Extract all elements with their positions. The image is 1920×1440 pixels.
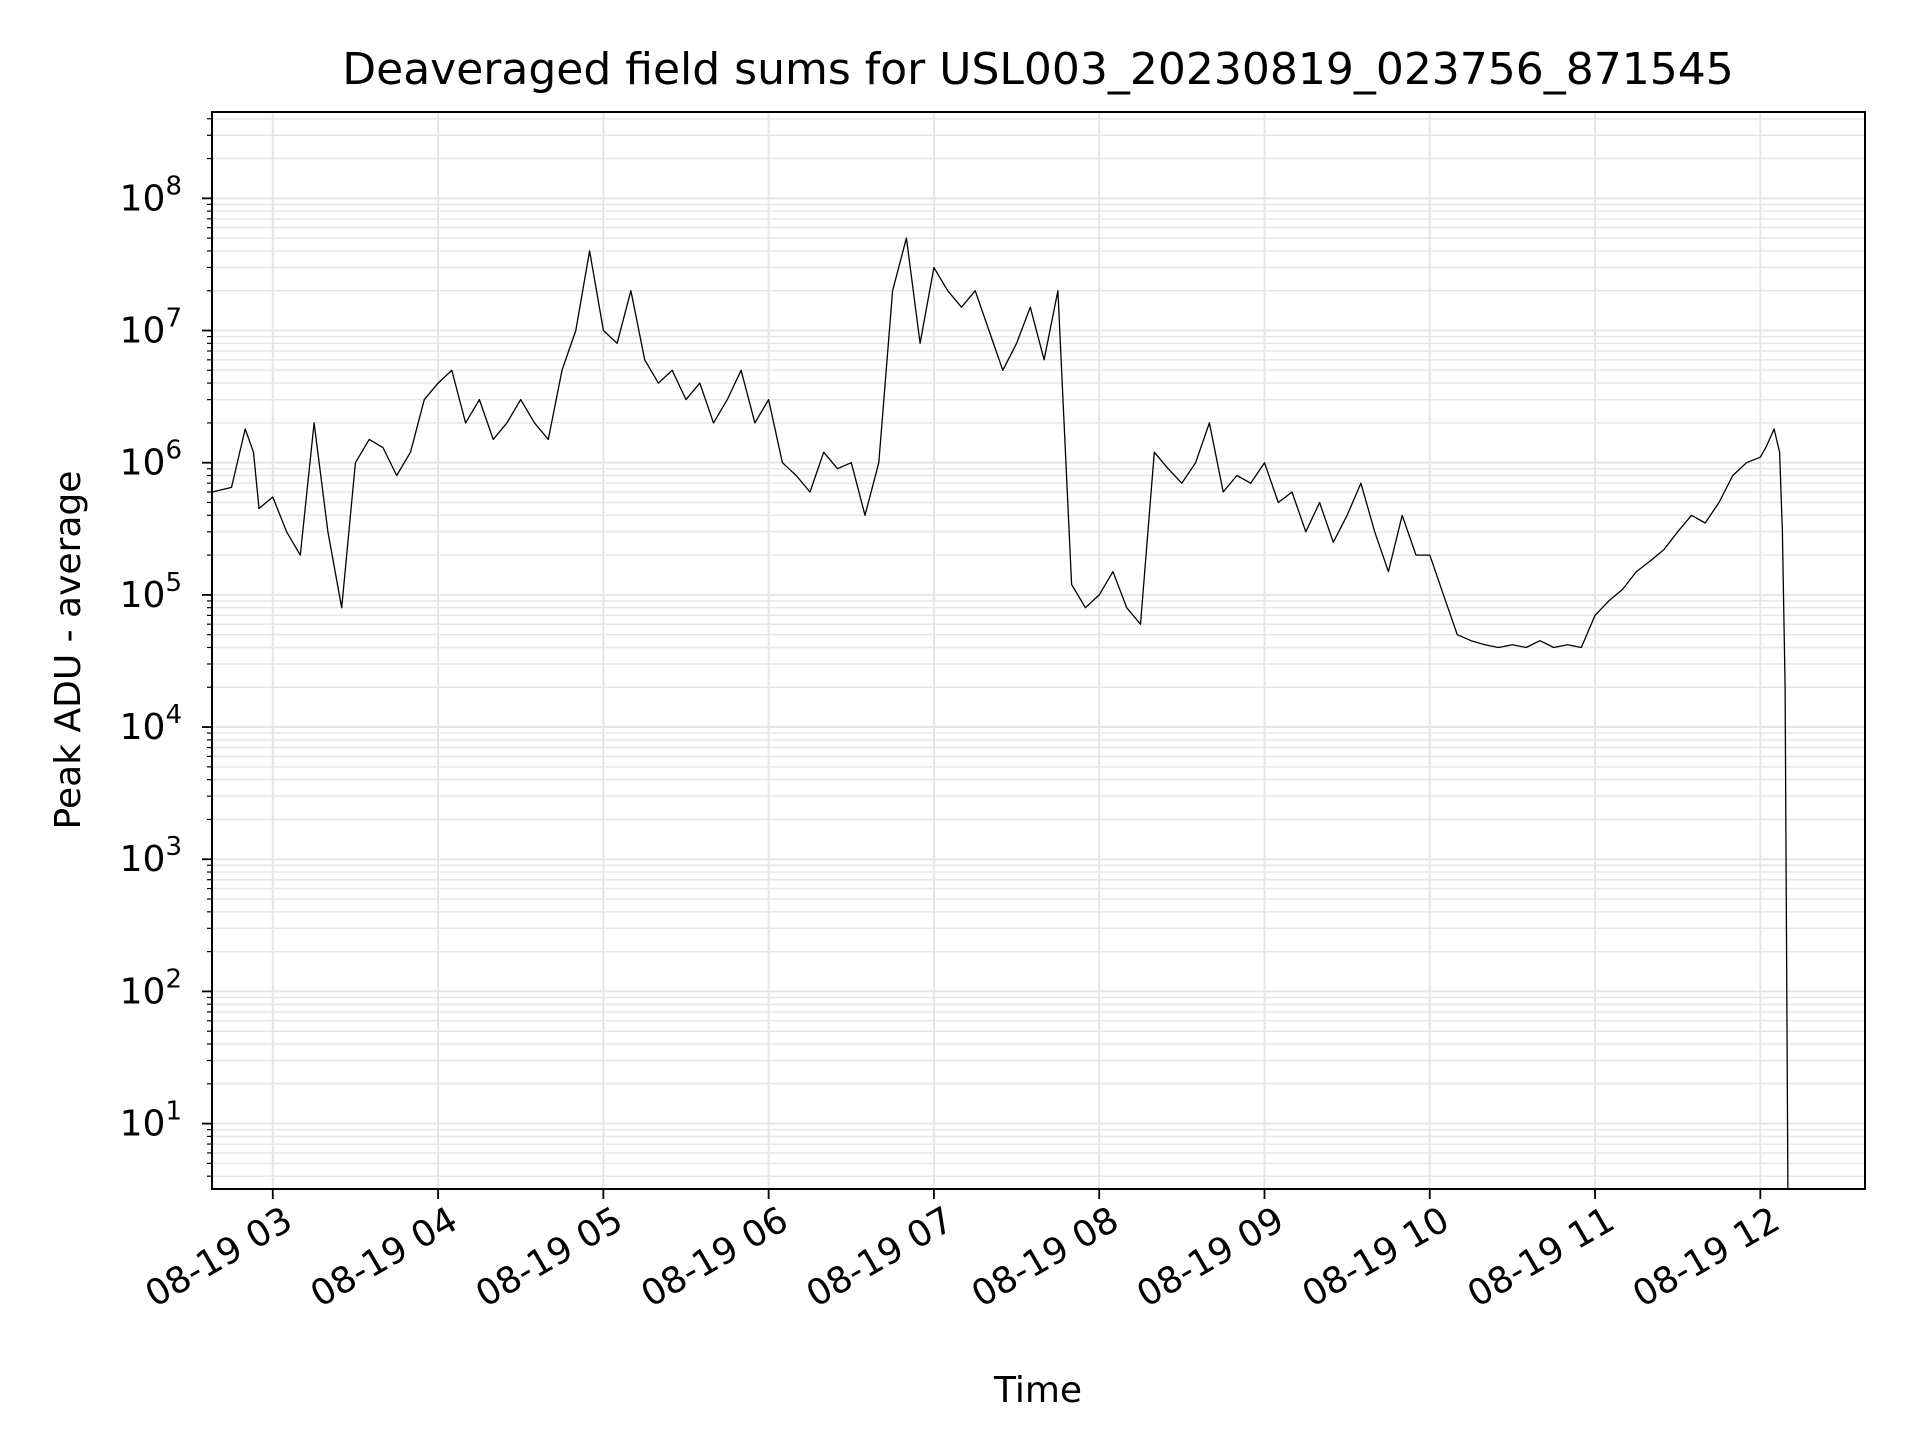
y-tick-label-base: 10	[120, 707, 166, 748]
y-tick-label-base: 10	[120, 575, 166, 616]
y-tick-label: 101	[120, 1097, 182, 1145]
y-tick-label: 102	[120, 964, 182, 1012]
y-tick-label-base: 10	[120, 971, 166, 1012]
y-tick-label-base: 10	[120, 839, 166, 880]
y-tick-label-exponent: 5	[165, 568, 182, 598]
y-tick-label-base: 10	[120, 1104, 166, 1145]
y-tick-label-exponent: 2	[165, 964, 182, 994]
y-tick-label: 108	[120, 171, 182, 219]
y-tick-label: 106	[120, 436, 182, 484]
y-tick-label-base: 10	[120, 178, 166, 219]
y-tick-label-exponent: 7	[165, 304, 182, 334]
y-tick-label: 103	[120, 832, 182, 880]
y-axis-label: Peak ADU - average	[48, 471, 89, 830]
chart-title: Deaveraged field sums for USL003_2023081…	[342, 44, 1734, 95]
x-axis-label: Time	[993, 1370, 1082, 1411]
y-tick-label-exponent: 8	[165, 171, 182, 201]
y-tick-label-base: 10	[120, 311, 166, 352]
y-tick-label-exponent: 3	[165, 832, 182, 862]
y-tick-label: 104	[120, 700, 182, 748]
series-line	[212, 237, 1789, 1190]
y-tick-label-exponent: 4	[165, 700, 182, 730]
y-tick-label-exponent: 6	[165, 436, 182, 466]
y-tick-label: 105	[120, 568, 182, 616]
plot-frame	[211, 111, 1866, 1190]
y-tick-label-exponent: 1	[165, 1097, 182, 1127]
grid-minor	[212, 118, 1865, 1177]
grid-major	[212, 112, 1865, 1189]
y-tick-label: 107	[120, 304, 182, 352]
y-tick-label-base: 10	[120, 443, 166, 484]
